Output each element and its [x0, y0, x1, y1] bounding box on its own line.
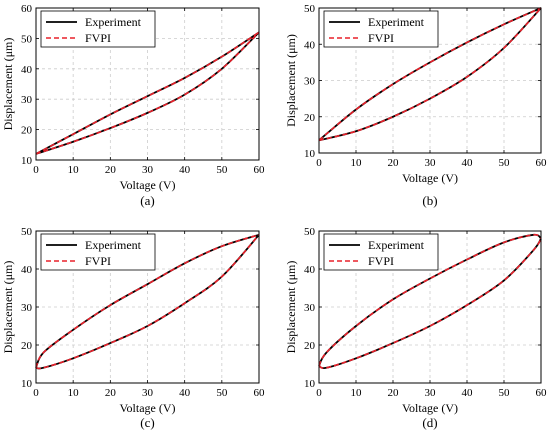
legend-box: [40, 233, 156, 271]
legend-label: FVPI: [368, 31, 394, 45]
y-tick-label: 20: [304, 340, 316, 352]
x-tick-label: 50: [216, 164, 228, 176]
x-tick-label: 60: [536, 157, 548, 169]
legend-label: FVPI: [85, 31, 111, 45]
panel-label: (b): [422, 193, 437, 208]
y-tick-label: 10: [304, 378, 316, 390]
x-tick-label: 60: [254, 164, 266, 176]
x-axis-label: Voltage (V): [402, 401, 458, 415]
x-tick-label: 10: [351, 387, 363, 399]
x-tick-label: 20: [388, 387, 400, 399]
x-tick-label: 20: [105, 164, 117, 176]
panel-label: (a): [140, 193, 154, 208]
series-line-fvpi: [318, 233, 542, 369]
x-tick-label: 10: [68, 164, 80, 176]
y-axis-label: Displacement (μm): [1, 261, 15, 354]
legend-label: FVPI: [85, 254, 111, 268]
x-tick-label: 0: [33, 164, 39, 176]
y-tick-label: 50: [304, 226, 316, 238]
y-tick-label: 30: [304, 76, 316, 88]
y-tick-label: 60: [21, 3, 33, 15]
legend-label: Experiment: [85, 15, 142, 29]
y-tick-label: 20: [21, 125, 33, 137]
x-tick-label: 30: [142, 387, 154, 399]
y-tick-label: 40: [21, 264, 33, 276]
x-tick-label: 40: [462, 387, 474, 399]
x-tick-label: 20: [105, 387, 117, 399]
x-tick-label: 10: [351, 157, 363, 169]
y-axis-label: Displacement (μm): [284, 34, 298, 127]
y-tick-label: 40: [304, 39, 316, 51]
y-tick-label: 30: [21, 94, 33, 106]
legend-label: Experiment: [85, 238, 142, 252]
y-tick-label: 10: [21, 378, 33, 390]
x-axis-label: Voltage (V): [119, 401, 175, 415]
legend-box: [40, 10, 156, 48]
x-tick-label: 40: [462, 157, 474, 169]
x-tick-label: 40: [179, 164, 191, 176]
y-tick-label: 50: [21, 226, 33, 238]
x-tick-label: 30: [142, 164, 154, 176]
legend-label: FVPI: [368, 254, 394, 268]
x-tick-label: 60: [254, 387, 266, 399]
x-tick-label: 30: [425, 387, 437, 399]
y-tick-label: 10: [304, 148, 316, 160]
y-tick-label: 20: [304, 112, 316, 124]
legend-box: [323, 10, 439, 48]
y-tick-label: 10: [21, 155, 33, 167]
series-line-fvpi: [35, 234, 260, 370]
x-axis-label: Voltage (V): [119, 178, 175, 192]
y-axis-label: Displacement (μm): [1, 38, 15, 131]
x-tick-label: 0: [316, 157, 322, 169]
x-tick-label: 50: [216, 387, 228, 399]
legend-label: Experiment: [368, 15, 425, 29]
y-tick-label: 40: [304, 264, 316, 276]
x-axis-label: Voltage (V): [402, 171, 458, 185]
y-tick-label: 30: [304, 302, 316, 314]
series-line-fvpi: [318, 7, 542, 142]
x-tick-label: 40: [179, 387, 191, 399]
x-tick-label: 0: [316, 387, 322, 399]
x-tick-label: 10: [68, 387, 80, 399]
y-tick-label: 20: [21, 340, 33, 352]
y-tick-label: 50: [304, 3, 316, 15]
x-tick-label: 0: [33, 387, 39, 399]
x-tick-label: 30: [425, 157, 437, 169]
panel-label: (c): [140, 415, 154, 430]
y-tick-label: 40: [21, 64, 33, 76]
legend-label: Experiment: [368, 238, 425, 252]
x-tick-label: 20: [388, 157, 400, 169]
series-line-fvpi: [35, 31, 260, 155]
panel-label: (d): [422, 415, 437, 430]
x-tick-label: 60: [536, 387, 548, 399]
y-tick-label: 50: [21, 33, 33, 45]
x-tick-label: 50: [499, 157, 511, 169]
y-tick-label: 30: [21, 302, 33, 314]
legend-box: [323, 233, 439, 271]
y-axis-label: Displacement (μm): [284, 261, 298, 354]
x-tick-label: 50: [499, 387, 511, 399]
